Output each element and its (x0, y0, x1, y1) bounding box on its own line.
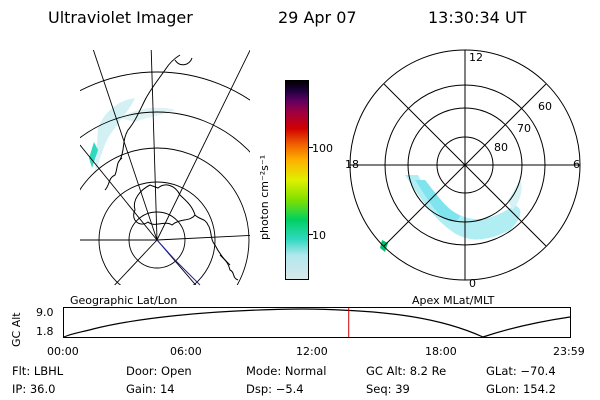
ip-field: IP: 36.0 (12, 382, 55, 396)
colorbar (285, 80, 309, 280)
aurora-emission (89, 98, 175, 175)
lat-label-80: 80 (494, 141, 508, 154)
date-label: 29 Apr 07 (278, 8, 357, 27)
altitude-xtick-0600: 06:00 (170, 345, 202, 358)
glat-value: −70.4 (520, 364, 556, 378)
door-label: Door: (126, 364, 158, 378)
door-value: Open (160, 364, 192, 378)
seq-value: 39 (395, 382, 410, 396)
flt-field: Flt: LBHL (12, 364, 63, 378)
colorbar-tick-mark (309, 147, 313, 148)
instrument-title: Ultraviolet Imager (48, 8, 193, 27)
colorbar-tick-mark (309, 234, 313, 235)
satellite-track (156, 239, 201, 286)
altitude-ylabel: GC Alt (10, 312, 23, 347)
altitude-xtick-2359: 23:59 (553, 345, 585, 358)
gain-label: Gain: (126, 382, 157, 396)
glon-field: GLon: 154.2 (486, 382, 556, 396)
colorbar-tick-10: 10 (312, 229, 326, 242)
altitude-xtick-1200: 12:00 (296, 345, 328, 358)
altitude-curve (63, 308, 571, 338)
mlt-label-6: 6 (573, 158, 580, 171)
flt-label: Flt: (12, 364, 31, 378)
glat-field: GLat: −70.4 (486, 364, 556, 378)
mlt-label-0: 0 (469, 277, 476, 290)
altitude-plot (63, 307, 571, 338)
apex-caption: Apex MLat/MLT (412, 294, 495, 307)
mlt-label-18: 18 (345, 158, 359, 171)
altitude-xtick-1800: 18:00 (425, 345, 457, 358)
door-field: Door: Open (126, 364, 192, 378)
gain-value: 14 (159, 382, 175, 396)
gcalt-label: GC Alt: (366, 364, 407, 378)
seq-field: Seq: 39 (366, 382, 410, 396)
mlt-polar-plot: 12 6 0 18 60 70 80 (345, 49, 581, 290)
gcalt-value: 8.2 Re (409, 364, 447, 378)
gain-field: Gain: 14 (126, 382, 175, 396)
ip-label: IP: (12, 382, 27, 396)
ip-value: 36.0 (29, 382, 56, 396)
glon-label: GLon: (486, 382, 520, 396)
geographic-caption: Geographic Lat/Lon (70, 294, 178, 307)
glat-label: GLat: (486, 364, 517, 378)
colorbar-unit-label: photon cm⁻²s⁻¹ (258, 154, 271, 240)
altitude-xtick-0000: 00:00 (47, 345, 79, 358)
gcalt-field: GC Alt: 8.2 Re (366, 364, 446, 378)
time-label: 13:30:34 UT (428, 8, 527, 27)
lat-label-70: 70 (517, 122, 531, 135)
dsp-label: Dsp: (246, 382, 273, 396)
flt-value: LBHL (33, 364, 64, 378)
dsp-field: Dsp: −5.4 (246, 382, 304, 396)
seq-label: Seq: (366, 382, 392, 396)
glon-value: 154.2 (522, 382, 556, 396)
altitude-ytick-9: 9.0 (36, 306, 54, 319)
mode-field: Mode: Normal (246, 364, 326, 378)
mlt-label-12: 12 (469, 51, 483, 64)
mode-value: Normal (284, 364, 327, 378)
lat-label-60: 60 (538, 100, 552, 113)
geographic-map (80, 50, 250, 286)
mode-label: Mode: (246, 364, 282, 378)
colorbar-tick-100: 100 (312, 142, 333, 155)
dsp-value: −5.4 (275, 382, 304, 396)
altitude-ytick-1-8: 1.8 (36, 325, 54, 338)
